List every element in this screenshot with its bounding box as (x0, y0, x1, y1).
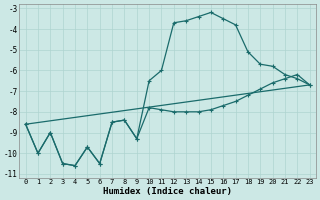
X-axis label: Humidex (Indice chaleur): Humidex (Indice chaleur) (103, 187, 232, 196)
